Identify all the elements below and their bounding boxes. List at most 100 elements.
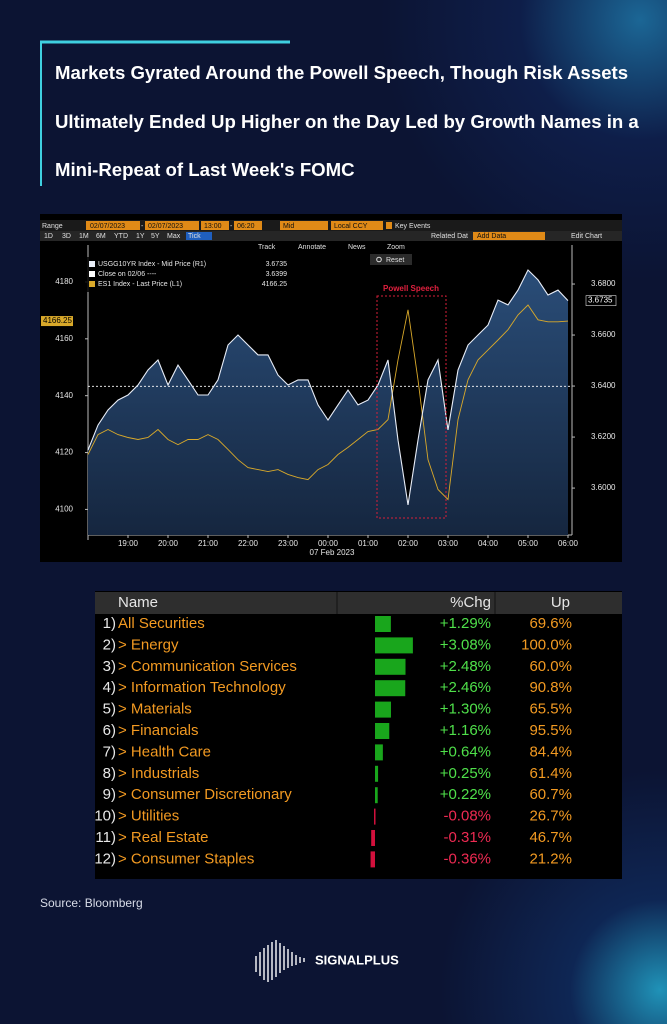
row-name[interactable]: > Health Care: [118, 743, 211, 760]
input[interactable]: [86, 221, 140, 230]
period-button[interactable]: 1M: [79, 233, 89, 240]
period-button[interactable]: 1Y: [136, 233, 145, 240]
chg-bar: [375, 680, 406, 697]
row-chg: +1.16%: [440, 722, 491, 739]
input-text: 02/07/2023: [148, 223, 183, 230]
row-name[interactable]: > Financials: [118, 722, 198, 739]
dropdown[interactable]: [331, 221, 383, 230]
row-name[interactable]: > Real Estate: [118, 829, 208, 846]
chg-bar: [371, 830, 375, 846]
y2-tick-label: 3.6600: [591, 330, 616, 339]
source: Source: Bloomberg: [40, 896, 143, 910]
period-button[interactable]: 3D: [62, 233, 71, 240]
period-button[interactable]: Tick: [188, 233, 201, 240]
tool-button[interactable]: News: [348, 244, 366, 251]
chg-bar: [374, 808, 376, 825]
toolbar-label[interactable]: Key Events: [395, 223, 431, 230]
tool-button[interactable]: Annotate: [298, 244, 326, 251]
row-up: 65.5%: [529, 701, 572, 718]
y2-tick-label: 3.6800: [591, 279, 616, 288]
legend-label: ES1 Index - Last Price (L1): [98, 281, 182, 288]
button[interactable]: Edit Chart: [571, 233, 602, 240]
row-rank: 4): [103, 679, 116, 696]
button-bg[interactable]: [370, 254, 412, 265]
y-tick-label: 4160: [55, 334, 73, 343]
area-fill: [88, 270, 568, 535]
logo-icon: [255, 940, 305, 982]
period-button[interactable]: YTD: [114, 233, 128, 240]
toolbar-label: -: [141, 223, 144, 230]
legend-value: 4166.25: [262, 281, 287, 288]
chg-bar: [375, 637, 413, 654]
input[interactable]: [473, 232, 545, 240]
button-bg[interactable]: [186, 232, 212, 240]
last-value-label: 4166.25: [43, 316, 72, 325]
row-name[interactable]: > Consumer Staples: [118, 850, 254, 867]
input[interactable]: [145, 221, 199, 230]
annotation-box: [376, 295, 447, 519]
row-chg: +2.48%: [440, 658, 491, 675]
period-bar: 1D 3D 1M 6M YTD 1Y 5Y Max Tick: [44, 232, 212, 240]
row-rank: 9): [103, 786, 116, 803]
table-bg: [95, 591, 622, 879]
row-up: 21.2%: [529, 850, 572, 867]
row-chg: -0.08%: [443, 808, 491, 825]
row-chg: -0.36%: [443, 850, 491, 867]
column-header[interactable]: %Chg: [450, 594, 491, 611]
x-tick-label: 06:00: [558, 539, 579, 548]
legend-value: 3.6399: [266, 271, 288, 278]
period-button[interactable]: 1D: [44, 233, 53, 240]
toolbar-label: Range: [42, 223, 63, 230]
checkbox[interactable]: [386, 222, 392, 229]
chg-bar: [375, 658, 406, 675]
row-rank: 2): [103, 636, 116, 653]
row-name[interactable]: > Industrials: [118, 765, 199, 782]
period-button[interactable]: 6M: [96, 233, 106, 240]
row-rank: 5): [103, 701, 116, 718]
legend-swatch: [89, 271, 95, 277]
period-button[interactable]: 5Y: [151, 233, 160, 240]
y2-tick-label: 3.6000: [591, 483, 616, 492]
dropdown-text: Mid: [283, 223, 294, 230]
tool-button[interactable]: Zoom: [387, 244, 405, 251]
period-button[interactable]: Max: [167, 233, 181, 240]
column-header[interactable]: Name: [118, 594, 158, 611]
input[interactable]: [201, 221, 229, 230]
button[interactable]: Related Dat: [431, 233, 468, 240]
input[interactable]: [234, 221, 262, 230]
row-name[interactable]: > Utilities: [118, 808, 179, 825]
x-tick-label: 05:00: [518, 539, 539, 548]
row-chg: +2.46%: [440, 679, 491, 696]
input-text: Add Data: [477, 233, 506, 240]
y2-tick-label: 3.6200: [591, 432, 616, 441]
row-name[interactable]: > Energy: [118, 636, 179, 653]
row-name[interactable]: All Securities: [118, 615, 205, 632]
table-body: 1) All Securities +1.29% 69.6% 2) > Energy +3.…: [94, 615, 572, 868]
chg-bar: [375, 701, 391, 718]
row-name[interactable]: > Materials: [118, 701, 192, 718]
legend-bg: [82, 257, 290, 292]
column-header[interactable]: Up: [551, 594, 570, 611]
input-text: 13:00: [204, 223, 222, 230]
icon: [376, 256, 382, 263]
row-up: 84.4%: [529, 743, 572, 760]
x-tick-label: 04:00: [478, 539, 499, 548]
table-header: [95, 592, 622, 614]
x-tick-label: 00:00: [318, 539, 339, 548]
input-text: 06:20: [237, 223, 255, 230]
row-name[interactable]: > Consumer Discretionary: [118, 786, 292, 803]
dropdown[interactable]: [280, 221, 328, 230]
last-value-label: 3.6735: [588, 296, 613, 305]
row-rank: 6): [103, 722, 116, 739]
row-up: 90.8%: [529, 679, 572, 696]
tool-button[interactable]: Track: [258, 244, 276, 251]
y-tick-label: 4100: [55, 505, 73, 514]
row-rank: 10): [94, 808, 116, 825]
row-name[interactable]: > Information Technology: [118, 679, 286, 696]
tool-bar: Track Annotate News Zoom: [258, 244, 405, 251]
button[interactable]: Reset: [386, 257, 404, 264]
x-tick-label: 20:00: [158, 539, 179, 548]
row-name[interactable]: > Communication Services: [118, 658, 297, 675]
series-line: [87, 304, 569, 501]
